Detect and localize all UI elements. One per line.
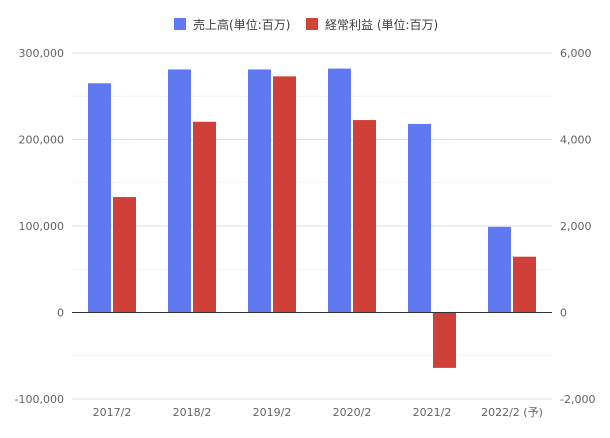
right-axis: 6,000 4,000 2,000 0 -2,000 bbox=[560, 47, 595, 406]
ordinary-profit-bar bbox=[113, 197, 136, 313]
legend-label: 経常利益 (単位:百万) bbox=[325, 17, 438, 32]
ordinary-profit-bar bbox=[353, 120, 376, 313]
left-tick-label: 100,000 bbox=[19, 220, 65, 233]
ordinary-profit-bar bbox=[433, 312, 456, 368]
sales-bar bbox=[328, 68, 351, 313]
right-tick-label: 6,000 bbox=[560, 47, 592, 60]
sales-bar bbox=[408, 123, 431, 313]
left-tick-label: 200,000 bbox=[19, 134, 65, 147]
x-tick-label: 2018/2 bbox=[173, 406, 212, 419]
ordinary-profit-bar bbox=[193, 121, 216, 313]
right-tick-label: 0 bbox=[560, 307, 567, 320]
legend-swatch bbox=[174, 18, 186, 30]
x-axis: 2017/2 2018/2 2019/2 2020/2 2021/2 2022/2 (予) bbox=[93, 406, 543, 419]
right-tick-label: 4,000 bbox=[560, 134, 592, 147]
sales-bar bbox=[88, 83, 111, 313]
ordinary-profit-bar bbox=[273, 76, 296, 313]
x-tick-label: 2017/2 bbox=[93, 406, 132, 419]
sales-bar bbox=[248, 69, 271, 313]
x-tick-label: 2019/2 bbox=[253, 406, 292, 419]
legend: 売上高(単位:百万) 経常利益 (単位:百万) bbox=[174, 17, 438, 32]
sales-bar bbox=[488, 226, 511, 313]
x-tick-label: 2021/2 bbox=[413, 406, 452, 419]
left-axis: 300,000 200,000 100,000 0 -100,000 bbox=[15, 47, 64, 406]
legend-swatch bbox=[306, 18, 318, 30]
sales-bar bbox=[168, 69, 191, 313]
left-tick-label: 300,000 bbox=[19, 47, 65, 60]
x-tick-label: 2022/2 (予) bbox=[481, 406, 543, 419]
left-tick-label: 0 bbox=[57, 307, 64, 320]
gridlines bbox=[72, 52, 552, 400]
right-tick-label: 2,000 bbox=[560, 220, 592, 233]
left-tick-label: -100,000 bbox=[15, 393, 64, 406]
legend-label: 売上高(単位:百万) bbox=[193, 17, 290, 32]
ordinary-profit-bar bbox=[513, 256, 536, 313]
right-tick-label: -2,000 bbox=[560, 393, 595, 406]
bars bbox=[88, 68, 536, 368]
x-tick-label: 2020/2 bbox=[333, 406, 372, 419]
